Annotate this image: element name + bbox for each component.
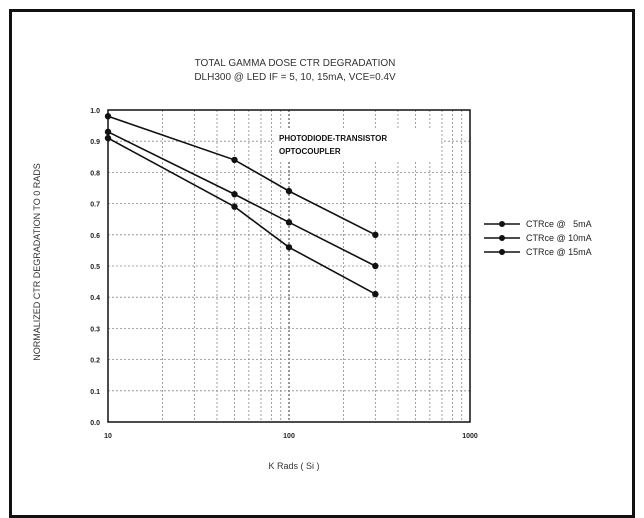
y-tick-label: 0.5	[90, 264, 100, 271]
y-tick-labels: 0.0 0.1 0.2 0.3 0.4 0.5 0.6 0.7 0.8 0.9 1.0	[90, 108, 100, 427]
chart: TOTAL GAMMA DOSE CTR DEGRADATION DLH300 …	[12, 12, 632, 515]
series-line-3	[108, 138, 375, 294]
annotation-box: PHOTODIODE-TRANSISTOR OPTOCOUPLER	[276, 130, 441, 161]
y-tick-label: 0.0	[90, 420, 100, 427]
legend: CTRce @ 5mA CTRce @ 10mA CTRce @ 15mA	[484, 219, 592, 257]
y-axis-label: NORMALIZED CTR DEGRADATION TO 0 RADS	[32, 163, 42, 361]
data-point	[372, 232, 378, 238]
data-point	[231, 191, 237, 197]
data-point	[105, 113, 111, 119]
data-point	[231, 157, 237, 163]
y-tick-label: 0.2	[90, 358, 100, 365]
annotation-line-1: PHOTODIODE-TRANSISTOR	[279, 134, 387, 143]
chart-frame: TOTAL GAMMA DOSE CTR DEGRADATION DLH300 …	[9, 9, 635, 518]
chart-title: TOTAL GAMMA DOSE CTR DEGRADATION	[195, 58, 396, 69]
y-tick-label: 0.6	[90, 233, 100, 240]
x-tick-label: 10	[104, 433, 112, 440]
data-point	[286, 219, 292, 225]
data-point	[105, 135, 111, 141]
data-point	[231, 204, 237, 210]
y-tick-label: 0.3	[90, 326, 100, 333]
x-tick-label: 1000	[462, 433, 478, 440]
legend-label: CTRce @ 15mA	[526, 247, 592, 257]
legend-marker	[499, 249, 505, 255]
data-point	[105, 129, 111, 135]
y-tick-label: 0.8	[90, 170, 100, 177]
data-point	[286, 244, 292, 250]
data-point	[286, 188, 292, 194]
y-tick-label: 0.7	[90, 202, 100, 209]
annotation-line-2: OPTOCOUPLER	[279, 147, 341, 156]
x-tick-label: 100	[283, 433, 295, 440]
data-point	[372, 291, 378, 297]
x-axis-label: K Rads ( Si )	[268, 461, 319, 471]
y-tick-label: 0.4	[90, 295, 100, 302]
x-tick-labels: 10 100 1000	[104, 433, 478, 440]
y-tick-label: 1.0	[90, 108, 100, 115]
legend-marker	[499, 221, 505, 227]
y-tick-label: 0.1	[90, 389, 100, 396]
legend-marker	[499, 235, 505, 241]
y-tick-label: 0.9	[90, 139, 100, 146]
legend-label: CTRce @ 10mA	[526, 233, 592, 243]
data-point	[372, 263, 378, 269]
chart-subtitle: DLH300 @ LED IF = 5, 10, 15mA, VCE=0.4V	[194, 72, 396, 83]
legend-label: CTRce @ 5mA	[526, 219, 592, 229]
